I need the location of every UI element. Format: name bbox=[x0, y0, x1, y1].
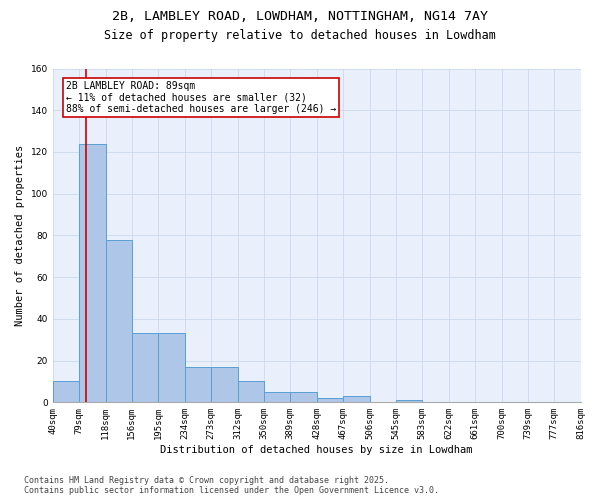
Bar bbox=[211, 367, 238, 402]
Text: 2B, LAMBLEY ROAD, LOWDHAM, NOTTINGHAM, NG14 7AY: 2B, LAMBLEY ROAD, LOWDHAM, NOTTINGHAM, N… bbox=[112, 10, 488, 23]
Bar bbox=[396, 400, 422, 402]
Bar bbox=[79, 144, 106, 402]
Bar bbox=[131, 334, 158, 402]
Bar bbox=[53, 382, 79, 402]
Bar bbox=[343, 396, 370, 402]
Text: Size of property relative to detached houses in Lowdham: Size of property relative to detached ho… bbox=[104, 29, 496, 42]
Bar bbox=[263, 392, 290, 402]
Bar bbox=[158, 334, 185, 402]
X-axis label: Distribution of detached houses by size in Lowdham: Distribution of detached houses by size … bbox=[160, 445, 473, 455]
Text: Contains HM Land Registry data © Crown copyright and database right 2025.
Contai: Contains HM Land Registry data © Crown c… bbox=[24, 476, 439, 495]
Bar bbox=[290, 392, 317, 402]
Bar bbox=[317, 398, 343, 402]
Text: 2B LAMBLEY ROAD: 89sqm
← 11% of detached houses are smaller (32)
88% of semi-det: 2B LAMBLEY ROAD: 89sqm ← 11% of detached… bbox=[65, 81, 336, 114]
Y-axis label: Number of detached properties: Number of detached properties bbox=[15, 145, 25, 326]
Bar bbox=[185, 367, 211, 402]
Bar bbox=[106, 240, 131, 402]
Bar bbox=[238, 382, 263, 402]
